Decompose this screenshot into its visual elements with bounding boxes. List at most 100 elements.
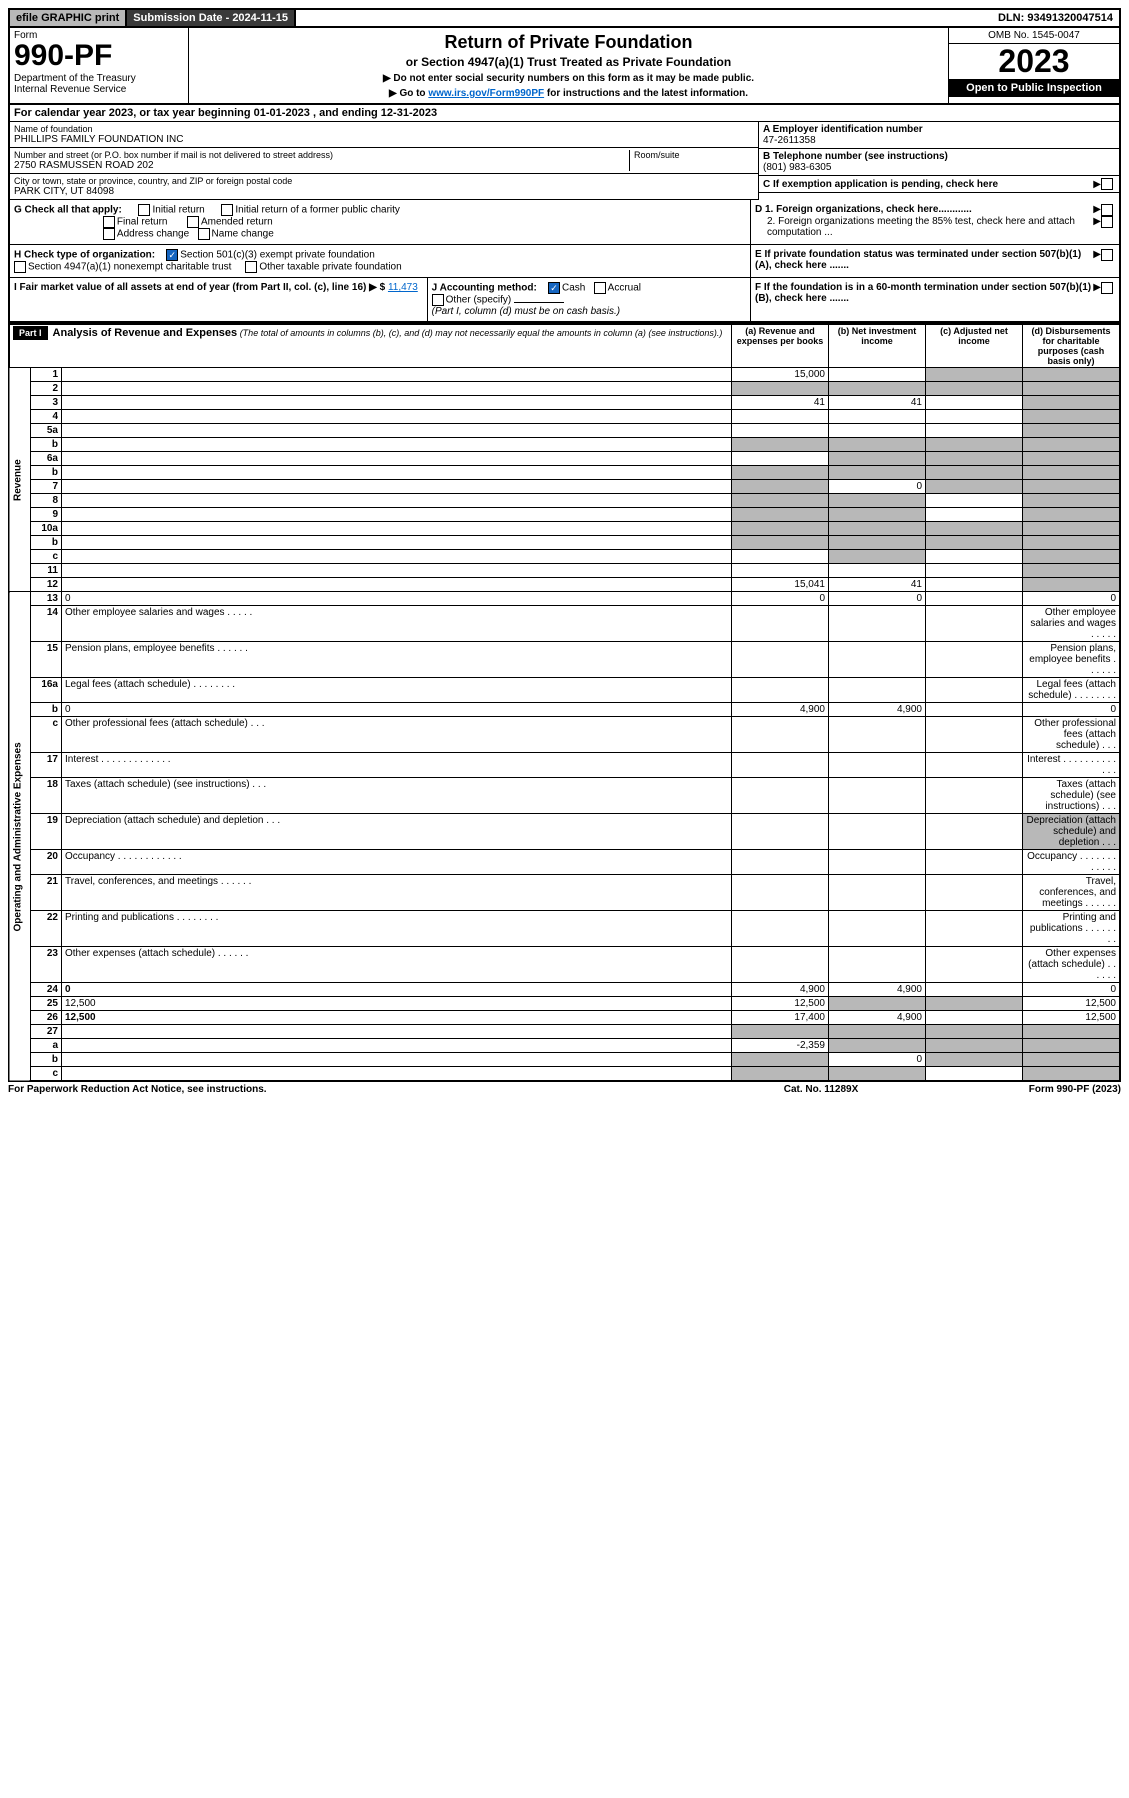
line-description — [62, 536, 732, 550]
line-number: 22 — [31, 911, 62, 947]
row-ijf: I Fair market value of all assets at end… — [8, 278, 1121, 323]
cell-value — [926, 438, 1023, 452]
line-number: 3 — [31, 396, 62, 410]
accrual-checkbox[interactable] — [594, 282, 606, 294]
cell-value — [829, 606, 926, 642]
cell-value: 17,400 — [732, 1011, 829, 1025]
submission-date: Submission Date - 2024-11-15 — [127, 10, 296, 26]
address-change-checkbox[interactable] — [103, 228, 115, 240]
cell-value — [829, 550, 926, 564]
d1-checkbox[interactable] — [1101, 204, 1113, 216]
line-number: 13 — [31, 592, 62, 606]
department-label: Department of the Treasury Internal Reve… — [14, 73, 184, 95]
cell-value — [1023, 424, 1121, 438]
cell-value — [1023, 466, 1121, 480]
line-number: b — [31, 703, 62, 717]
cell-value — [926, 850, 1023, 875]
cell-value — [926, 983, 1023, 997]
line-description — [62, 508, 732, 522]
line-description — [62, 480, 732, 494]
cell-value — [829, 1025, 926, 1039]
cell-value: Legal fees (attach schedule) . . . . . .… — [1023, 678, 1121, 703]
other-taxable-checkbox[interactable] — [245, 261, 257, 273]
d2-checkbox[interactable] — [1101, 216, 1113, 228]
cell-value — [732, 717, 829, 753]
f-label: F If the foundation is in a 60-month ter… — [755, 282, 1091, 304]
initial-return-checkbox[interactable] — [138, 204, 150, 216]
cell-value — [732, 606, 829, 642]
cell-value — [1023, 438, 1121, 452]
table-row: 19Depreciation (attach schedule) and dep… — [9, 814, 1120, 850]
table-row: 11 — [9, 564, 1120, 578]
line-number: c — [31, 550, 62, 564]
initial-former-checkbox[interactable] — [221, 204, 233, 216]
catalog-number: Cat. No. 11289X — [721, 1084, 921, 1095]
cell-value — [1023, 494, 1121, 508]
efile-label: efile GRAPHIC print — [10, 10, 127, 26]
name-change-checkbox[interactable] — [198, 228, 210, 240]
dln-label: DLN: 93491320047514 — [992, 10, 1119, 26]
fmv-value[interactable]: 11,473 — [388, 282, 418, 293]
revenue-side-label: Revenue — [9, 368, 31, 592]
amended-return-checkbox[interactable] — [187, 216, 199, 228]
cell-value — [926, 410, 1023, 424]
cell-value — [926, 717, 1023, 753]
line-number: 17 — [31, 753, 62, 778]
ein-value: 47-2611358 — [763, 135, 1115, 146]
cell-value — [829, 947, 926, 983]
cell-value — [926, 592, 1023, 606]
table-row: b — [9, 536, 1120, 550]
line-number: 8 — [31, 494, 62, 508]
cell-value: Printing and publications . . . . . . . … — [1023, 911, 1121, 947]
cell-value — [926, 703, 1023, 717]
part1-table: Part I Analysis of Revenue and Expenses … — [8, 323, 1121, 1082]
cell-value: Other professional fees (attach schedule… — [1023, 717, 1121, 753]
room-label: Room/suite — [634, 150, 754, 160]
line-description — [62, 564, 732, 578]
cell-value: Depreciation (attach schedule) and deple… — [1023, 814, 1121, 850]
table-row: 34141 — [9, 396, 1120, 410]
cell-value — [926, 1025, 1023, 1039]
501c3-checkbox[interactable] — [166, 249, 178, 261]
cell-value: 4,900 — [829, 703, 926, 717]
cell-value — [829, 850, 926, 875]
check-section-g: G Check all that apply: Initial return I… — [8, 200, 1121, 245]
cell-value — [732, 564, 829, 578]
line-number: 18 — [31, 778, 62, 814]
cell-value — [926, 536, 1023, 550]
line-description — [62, 396, 732, 410]
e-checkbox[interactable] — [1101, 249, 1113, 261]
cell-value — [829, 508, 926, 522]
cell-value: 0 — [829, 1053, 926, 1067]
table-row: b04,9004,9000 — [9, 703, 1120, 717]
cell-value — [926, 494, 1023, 508]
calendar-year-line: For calendar year 2023, or tax year begi… — [8, 105, 1121, 122]
line-number: 14 — [31, 606, 62, 642]
line-number: b — [31, 466, 62, 480]
other-method-checkbox[interactable] — [432, 294, 444, 306]
cell-value — [829, 368, 926, 382]
line-number: a — [31, 1039, 62, 1053]
cell-value — [732, 480, 829, 494]
exemption-checkbox[interactable] — [1101, 178, 1113, 190]
cell-value: Other employee salaries and wages . . . … — [1023, 606, 1121, 642]
cell-value — [926, 508, 1023, 522]
cell-value: 12,500 — [1023, 997, 1121, 1011]
cell-value: 12,500 — [1023, 1011, 1121, 1025]
cash-checkbox[interactable] — [548, 282, 560, 294]
line-description — [62, 578, 732, 592]
cell-value — [829, 466, 926, 480]
line-description: Legal fees (attach schedule) . . . . . .… — [62, 678, 732, 703]
form-ref: Form 990-PF (2023) — [921, 1084, 1121, 1095]
line-number: b — [31, 438, 62, 452]
irs-link[interactable]: www.irs.gov/Form990PF — [428, 88, 544, 99]
cell-value — [926, 480, 1023, 494]
top-bar: efile GRAPHIC print Submission Date - 20… — [8, 8, 1121, 28]
4947a1-checkbox[interactable] — [14, 261, 26, 273]
cell-value — [926, 564, 1023, 578]
cell-value: Taxes (attach schedule) (see instruction… — [1023, 778, 1121, 814]
table-row: 14 Other employee salaries and wages . . … — [9, 606, 1120, 642]
final-return-checkbox[interactable] — [103, 216, 115, 228]
telephone-value: (801) 983-6305 — [763, 162, 1115, 173]
f-checkbox[interactable] — [1101, 282, 1113, 294]
